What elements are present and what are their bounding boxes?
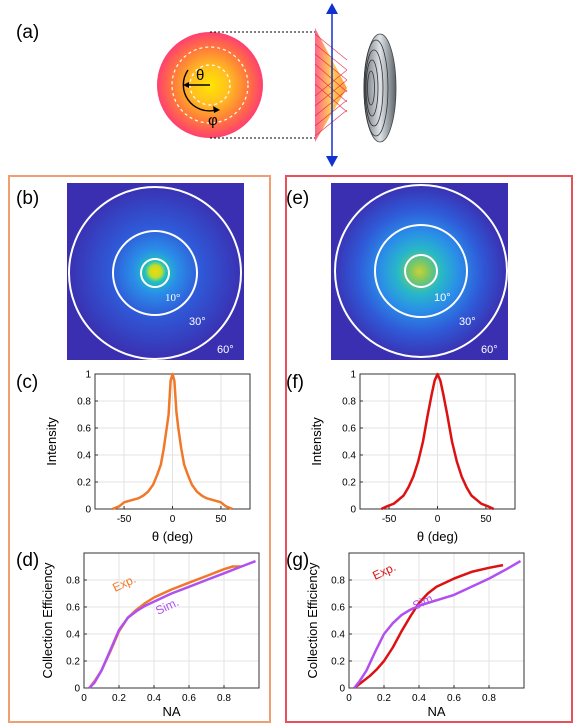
- x-tick-label: 50: [215, 514, 227, 525]
- panel-label-g: (g): [286, 550, 310, 571]
- optical-axis-arrow: [326, 3, 338, 167]
- y-tick-label: 0.4: [342, 451, 356, 462]
- y-tick-label: 0.6: [66, 603, 80, 614]
- series-annotation-sim: Sim.: [153, 595, 181, 618]
- x-axis-label: θ (deg): [417, 529, 458, 544]
- panel-label-a: (a): [16, 22, 40, 43]
- y-tick-label: 0.8: [66, 576, 80, 587]
- x-tick-label: 50: [480, 514, 492, 525]
- series-annotation-sim: Sim.: [410, 590, 438, 613]
- schematic-diagram: θ φ: [157, 3, 397, 167]
- x-tick-label: 0: [170, 514, 176, 525]
- y-tick-label: 1: [85, 370, 91, 381]
- ring-label-30: 30°: [459, 316, 476, 328]
- series-annotation-exp: Exp.: [110, 572, 138, 595]
- y-axis-label: Intensity: [309, 417, 324, 466]
- y-axis-label: Collection Efficiency: [40, 562, 55, 679]
- x-tick-label: 0.6: [182, 693, 196, 704]
- x-tick-label: 0: [81, 693, 87, 704]
- x-axis-label: NA: [427, 704, 445, 719]
- series-line-sim: [88, 559, 256, 689]
- y-tick-label: 0.2: [77, 478, 91, 489]
- emission-disc: [157, 32, 263, 138]
- series-line-sim: [353, 560, 522, 689]
- grid: [360, 373, 515, 510]
- y-tick-label: 0.2: [342, 478, 356, 489]
- y-tick-label: 0: [74, 684, 80, 695]
- ring-label-30: 30°: [189, 316, 206, 328]
- y-tick-label: 0: [339, 684, 345, 695]
- y-tick-label: 1: [350, 370, 356, 381]
- intensity-plot-c: -50 0 50 0 0.2 0.4 0.6 0.8 1 θ (deg) Intensity: [44, 370, 251, 544]
- theta-symbol: θ: [196, 67, 204, 84]
- grid: [83, 553, 259, 689]
- panel-label-d: (d): [16, 550, 40, 571]
- intensity-plot-f: -50 0 50 0 0.2 0.4 0.6 0.8 1 θ (deg) Intensity: [309, 370, 516, 544]
- panel-label-f: (f): [286, 372, 304, 393]
- y-tick-label: 0.2: [66, 657, 80, 668]
- y-tick-label: 0.2: [331, 657, 345, 668]
- efficiency-plot-g: 0 0.2 0.4 0.6 0.8 0 0.2 0.4 0.6 0.8 NA Collection E…: [305, 552, 525, 719]
- y-tick-label: 0.8: [342, 397, 356, 408]
- x-tick-label: 0.8: [217, 693, 231, 704]
- x-tick-label: -50: [382, 514, 397, 525]
- ring-label-10: 10°: [165, 292, 180, 304]
- panel-label-b: (b): [16, 188, 40, 209]
- ring-label-60: 60°: [481, 344, 498, 356]
- grid: [95, 373, 250, 510]
- series-line-intensity: [380, 372, 495, 511]
- y-tick-label: 0.4: [331, 630, 345, 641]
- x-tick-label: 0: [435, 514, 441, 525]
- x-tick-label: -50: [117, 514, 132, 525]
- x-tick-label: 0.4: [147, 693, 161, 704]
- y-tick-label: 0: [85, 505, 91, 516]
- y-tick-label: 0.6: [331, 603, 345, 614]
- axes-box: [348, 552, 525, 689]
- y-tick-label: 0.4: [66, 630, 80, 641]
- y-tick-label: 0.4: [77, 451, 91, 462]
- angular-map-b: 10° 30° 60°: [67, 183, 244, 360]
- y-tick-label: 0: [350, 505, 356, 516]
- x-tick-label: 0.8: [482, 693, 496, 704]
- x-tick-label: 0.2: [112, 693, 126, 704]
- y-tick-label: 0.6: [342, 424, 356, 435]
- y-axis-label: Intensity: [44, 417, 59, 466]
- x-tick-label: 0.2: [377, 693, 391, 704]
- y-tick-label: 0.6: [77, 424, 91, 435]
- angular-map-e: 10° 30° 60°: [331, 183, 508, 360]
- x-tick-label: 0: [346, 693, 352, 704]
- efficiency-plot-d: 0 0.2 0.4 0.6 0.8 0 0.2 0.4 0.6 0.8 NA Collection E…: [40, 552, 260, 719]
- x-tick-label: 0.4: [412, 693, 426, 704]
- y-axis-label: Collection Efficiency: [305, 562, 320, 679]
- x-axis-label: θ (deg): [152, 529, 193, 544]
- x-axis-label: NA: [162, 704, 180, 719]
- panel-label-c: (c): [16, 372, 39, 393]
- series-line-intensity: [111, 372, 234, 511]
- panel-label-e: (e): [286, 188, 310, 209]
- phi-symbol: φ: [208, 112, 218, 129]
- lens-element: [314, 28, 348, 142]
- ring-cylinder: [363, 33, 397, 143]
- ring-label-60: 60°: [217, 344, 234, 356]
- series-line-exp: [353, 563, 504, 689]
- x-tick-label: 0.6: [447, 693, 461, 704]
- y-tick-label: 0.8: [331, 576, 345, 587]
- ring-label-10: 10°: [434, 292, 451, 304]
- axes-box: [83, 552, 260, 689]
- right-frame: [285, 175, 573, 723]
- y-tick-label: 0.8: [77, 397, 91, 408]
- left-frame: [8, 175, 271, 723]
